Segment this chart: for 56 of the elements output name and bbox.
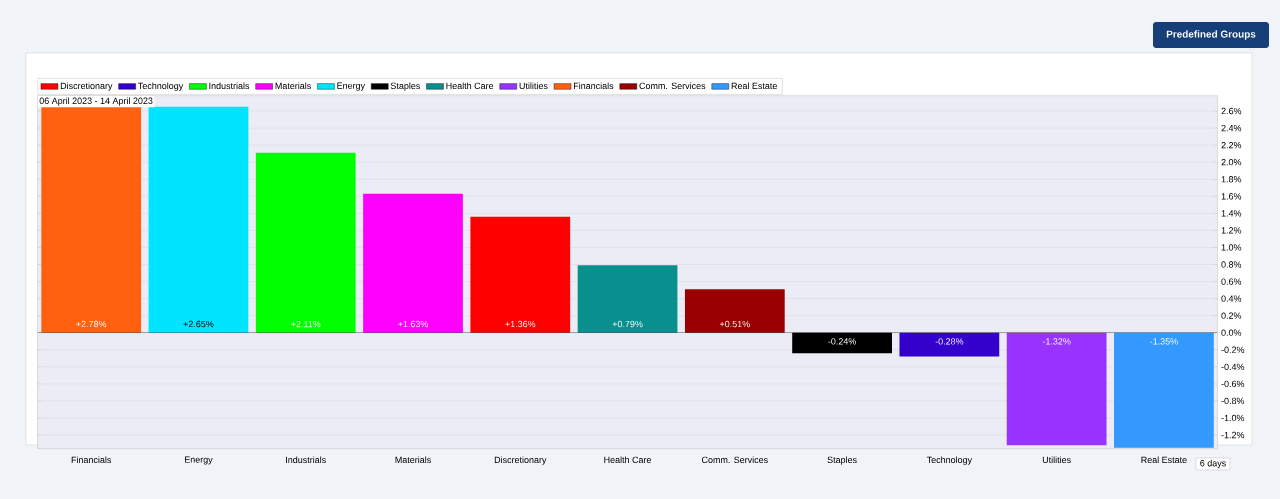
- legend-label: Materials: [275, 82, 311, 90]
- x-tick-label: Materials: [395, 456, 431, 464]
- legend-label: Financials: [573, 82, 614, 90]
- y-tick-label: -0.6%: [1221, 380, 1245, 388]
- x-tick-label: Technology: [926, 456, 973, 465]
- legend-label: Health Care: [446, 82, 494, 90]
- y-tick-label: 1.4%: [1221, 210, 1242, 217]
- y-tick-label: 0.0%: [1221, 329, 1242, 336]
- y-tick-label: 2.2%: [1221, 141, 1242, 149]
- y-tick-label: -1.0%: [1221, 414, 1245, 422]
- x-tick-label: Comm. Services: [701, 456, 768, 464]
- data-label: +2.11%: [291, 320, 321, 328]
- y-tick-label: 1.0%: [1221, 244, 1242, 251]
- y-tick-label: -1.2%: [1221, 431, 1245, 439]
- text: 6 days: [1200, 459, 1226, 469]
- y-tick-label: 1.6%: [1221, 193, 1242, 200]
- legend-label: Staples: [390, 82, 420, 91]
- x-tick-label: Utilities: [1042, 456, 1071, 464]
- legend-label: Comm. Services: [639, 82, 706, 90]
- legend-label: Technology: [138, 82, 184, 91]
- y-tick-label: -0.2%: [1221, 346, 1245, 353]
- x-tick-label: Health Care: [604, 456, 652, 464]
- text: Predefined Groups: [1166, 30, 1256, 40]
- legend-label: Industrials: [209, 82, 250, 90]
- x-tick-label: Real Estate: [1141, 456, 1187, 464]
- legend-label: Energy: [337, 82, 366, 91]
- y-tick-label: -0.8%: [1221, 397, 1245, 405]
- data-label: +2.78%: [76, 320, 107, 328]
- legend-label: Discretionary: [60, 82, 113, 91]
- data-label: +0.51%: [719, 320, 750, 328]
- x-tick-label: Financials: [71, 456, 112, 464]
- x-tick-label: Industrials: [286, 456, 326, 464]
- data-label: -1.32%: [1042, 338, 1071, 345]
- legend-label: Real Estate: [731, 82, 777, 90]
- x-tick-label: Staples: [827, 456, 857, 465]
- data-label: -0.24%: [828, 338, 856, 345]
- y-tick-label: 1.2%: [1221, 227, 1242, 234]
- y-tick-label: 0.6%: [1221, 278, 1242, 285]
- data-label: +1.63%: [398, 320, 429, 328]
- y-tick-label: 1.8%: [1221, 176, 1242, 183]
- y-tick-label: 0.2%: [1221, 312, 1242, 319]
- data-label: +1.36%: [505, 320, 536, 328]
- x-tick-label: Energy: [184, 456, 213, 465]
- y-tick-label: 0.4%: [1221, 295, 1242, 302]
- data-label: +0.79%: [612, 320, 643, 328]
- y-tick-label: 2.6%: [1221, 107, 1242, 115]
- data-label: -1.35%: [1150, 338, 1178, 345]
- y-tick-label: 2.0%: [1221, 159, 1242, 166]
- x-tick-label: Discretionary: [494, 456, 547, 465]
- legend-label: Utilities: [519, 82, 548, 90]
- data-label: +2.65%: [183, 320, 214, 328]
- y-tick-label: -0.4%: [1221, 363, 1245, 370]
- data-label: -0.28%: [935, 338, 964, 345]
- y-tick-label: 0.8%: [1221, 261, 1242, 268]
- y-tick-label: 2.4%: [1221, 124, 1242, 132]
- chart-subtitle: 06 April 2023 - 14 April 2023: [39, 97, 153, 106]
